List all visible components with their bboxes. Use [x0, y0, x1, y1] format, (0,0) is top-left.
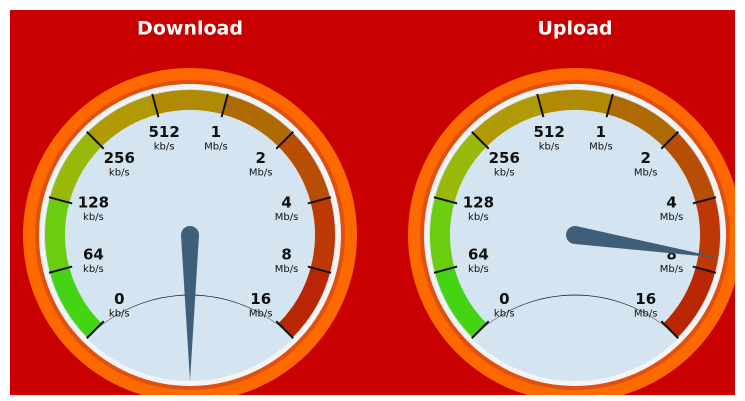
scale-band: [472, 94, 543, 147]
tick-unit: kb/s: [154, 141, 175, 152]
tick-unit: Mb/s: [660, 212, 684, 223]
tick-value: 1: [596, 123, 606, 141]
tick-mark: [86, 131, 105, 150]
tick-unit: kb/s: [539, 141, 560, 152]
tick-value: 8: [666, 245, 676, 263]
tick-unit: kb/s: [494, 167, 515, 178]
tick-value: 1: [211, 123, 221, 141]
tick-mark: [660, 131, 679, 150]
scale-band: [310, 197, 335, 273]
tick-unit: kb/s: [494, 309, 515, 320]
tick-unit: kb/s: [83, 212, 104, 223]
tick-mark: [48, 196, 73, 205]
tick-mark: [605, 93, 614, 118]
scale-band: [278, 132, 331, 203]
tick-value: 64: [83, 245, 104, 263]
scale-band: [152, 90, 228, 115]
scale-band: [695, 197, 720, 273]
scale-band: [222, 94, 293, 147]
tick-value: 512: [148, 123, 179, 141]
tick-unit: Mb/s: [660, 264, 684, 275]
tick-mark: [433, 265, 458, 274]
tick-mark: [48, 265, 73, 274]
tick-unit: Mb/s: [589, 141, 613, 152]
tick-value: 2: [255, 149, 265, 167]
tick-unit: kb/s: [468, 212, 489, 223]
scale-band: [434, 267, 487, 338]
gauge: 0kb/s64kb/s128kb/s256kb/s512kb/s1Mb/s2Mb…: [23, 68, 357, 395]
scale-band: [607, 94, 678, 147]
tick-value: 4: [666, 194, 676, 212]
scale-band: [434, 132, 487, 203]
scale-band: [49, 267, 102, 338]
needle: [181, 226, 199, 381]
tick-mark: [307, 265, 332, 274]
tick-unit: kb/s: [468, 264, 489, 275]
tick-unit: Mb/s: [634, 309, 658, 320]
gauge: 0kb/s64kb/s128kb/s256kb/s512kb/s1Mb/s2Mb…: [408, 68, 735, 395]
tick-mark: [692, 265, 717, 274]
tick-mark: [151, 93, 160, 118]
tick-mark: [692, 196, 717, 205]
tick-mark: [220, 93, 229, 118]
tick-unit: Mb/s: [249, 309, 273, 320]
tick-mark: [471, 320, 490, 339]
tick-mark: [536, 93, 545, 118]
needle: [565, 226, 720, 258]
tick-value: 128: [463, 194, 494, 212]
scale-band: [49, 132, 102, 203]
tick-value: 0: [114, 290, 124, 308]
scale-band: [663, 132, 716, 203]
tick-unit: kb/s: [109, 309, 130, 320]
gauge-title: Upload: [537, 18, 612, 40]
tick-value: 512: [533, 123, 564, 141]
tick-value: 128: [78, 194, 109, 212]
tick-mark: [433, 196, 458, 205]
tick-unit: Mb/s: [204, 141, 228, 152]
tick-unit: kb/s: [109, 167, 130, 178]
tick-unit: Mb/s: [249, 167, 273, 178]
scale-band: [430, 197, 455, 273]
tick-value: 4: [281, 194, 291, 212]
tick-unit: Mb/s: [275, 212, 299, 223]
tick-value: 2: [640, 149, 650, 167]
tick-mark: [275, 131, 294, 150]
tick-value: 16: [250, 290, 271, 308]
tick-value: 0: [499, 290, 509, 308]
tick-value: 64: [468, 245, 489, 263]
tick-value: 256: [489, 149, 520, 167]
tick-mark: [471, 131, 490, 150]
scale-band: [663, 267, 716, 338]
scale-band: [45, 197, 70, 273]
tick-mark: [275, 320, 294, 339]
scale-band: [278, 267, 331, 338]
scale-band: [537, 90, 613, 115]
scale-band: [87, 94, 158, 147]
tick-unit: Mb/s: [634, 167, 658, 178]
tick-mark: [660, 320, 679, 339]
tick-value: 16: [635, 290, 656, 308]
tick-mark: [86, 320, 105, 339]
tick-unit: Mb/s: [275, 264, 299, 275]
gauge-title: Download: [137, 18, 243, 40]
tick-mark: [307, 196, 332, 205]
tick-value: 8: [281, 245, 291, 263]
tick-value: 256: [104, 149, 135, 167]
tick-unit: kb/s: [83, 264, 104, 275]
